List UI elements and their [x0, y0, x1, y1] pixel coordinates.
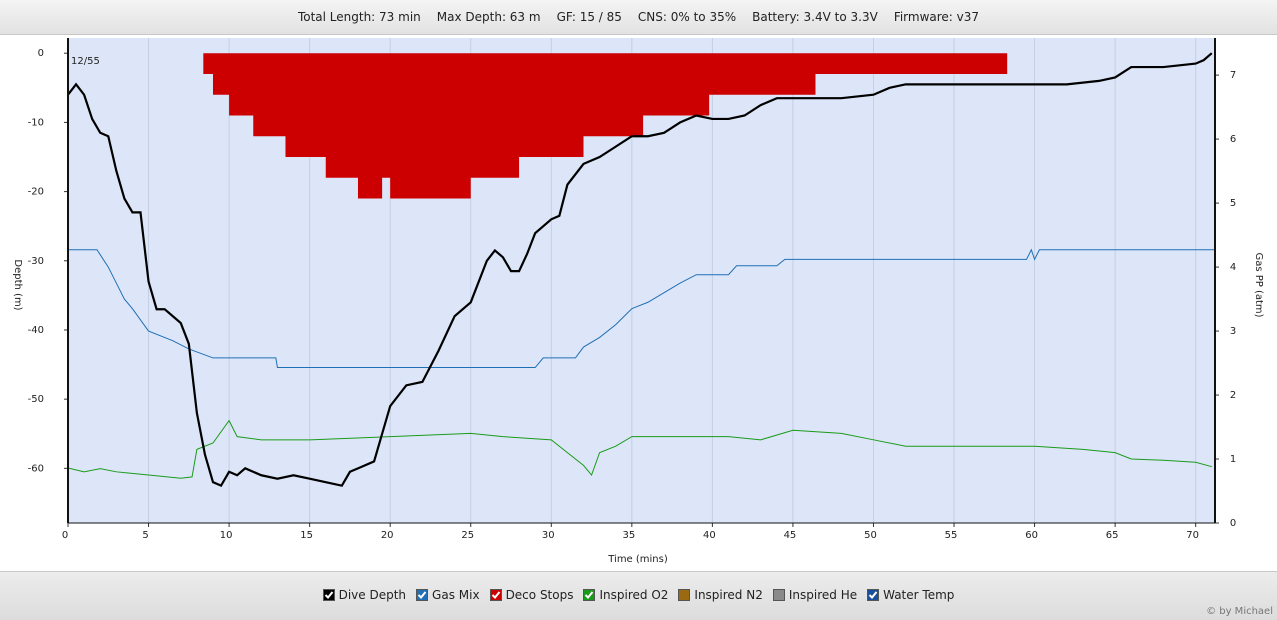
legend-item[interactable]: Dive Depth	[322, 588, 407, 602]
y2-tick-label: 7	[1230, 70, 1236, 81]
y2-tick-label: 0	[1230, 518, 1236, 529]
x-tick-label: 60	[1025, 530, 1038, 541]
legend-item[interactable]: Water Temp	[867, 588, 954, 602]
x-tick-label: 35	[622, 530, 635, 541]
series-line	[67, 419, 1212, 479]
legend-checkbox[interactable]	[489, 589, 502, 601]
legend-label: Dive Depth	[338, 588, 407, 602]
y2-tick-label: 6	[1230, 134, 1236, 145]
y2-tick-label: 3	[1230, 326, 1236, 337]
legend-item[interactable]: Inspired O2	[583, 588, 668, 602]
legend-label: Inspired O2	[599, 588, 669, 602]
header-item: CNS: 0% to 35%	[637, 10, 737, 24]
legend-checkbox[interactable]	[867, 589, 880, 601]
x-tick-label: 45	[784, 530, 797, 541]
legend-checkbox[interactable]	[772, 589, 785, 601]
legend: Dive Depth Gas Mix Deco Stops Inspired O2 In…	[0, 588, 1277, 602]
legend-item[interactable]: Deco Stops	[489, 588, 574, 602]
y-tick-label: -30	[28, 256, 44, 267]
legend-label: Inspired N2	[694, 588, 763, 602]
y2-tick-label: 4	[1230, 262, 1236, 273]
y-tick-label: -20	[28, 187, 44, 198]
y-axis-title: Depth (m)	[12, 259, 23, 310]
x-tick-label: 50	[864, 530, 877, 541]
legend-item[interactable]: Gas Mix	[416, 588, 480, 602]
header-item: Max Depth: 63 m	[436, 10, 541, 24]
y2-tick-label: 5	[1230, 198, 1236, 209]
check-path	[868, 591, 878, 599]
y-tick-label: 0	[38, 48, 44, 59]
header-item: Total Length: 73 min	[297, 10, 421, 24]
legend-label: Gas Mix	[432, 588, 480, 602]
header-bar: Total Length: 73 min Max Depth: 63 m GF: 1…	[0, 0, 1277, 35]
x-tick-label: 40	[703, 530, 716, 541]
header-item: Firmware: v37	[893, 10, 980, 24]
header-item: GF: 15 / 85	[556, 10, 622, 24]
x-tick-label: 25	[461, 530, 474, 541]
check-path	[491, 591, 500, 599]
x-tick-label: 5	[142, 530, 148, 541]
x-tick-label: 20	[381, 530, 394, 541]
deco-area	[203, 53, 1008, 199]
legend-checkbox[interactable]	[678, 589, 691, 601]
x-tick-label: 55	[945, 530, 958, 541]
credit: © by Michael	[1206, 606, 1273, 617]
x-tick-label: 10	[220, 530, 233, 541]
check-path	[324, 591, 333, 599]
legend-checkbox[interactable]	[416, 589, 429, 601]
header-item: Battery: 3.4V to 3.3V	[752, 10, 878, 24]
x-tick-label: 65	[1106, 530, 1119, 541]
y2-tick-label: 1	[1230, 454, 1236, 465]
chart: 0 5 10 15 20 25 30 35 40 45 50 55 60 65 700-10-20-30-4…	[12, 38, 1264, 565]
check-mark	[491, 591, 500, 599]
legend-checkbox[interactable]	[322, 589, 335, 601]
legend-checkbox[interactable]	[583, 589, 596, 601]
legend-item[interactable]: Inspired He	[772, 588, 858, 602]
x-axis-title: Time (mins)	[607, 554, 668, 565]
x-tick-label: 70	[1186, 530, 1199, 541]
y-tick-label: -60	[28, 463, 44, 474]
annotation: 12/55	[71, 56, 100, 67]
check-path	[417, 591, 427, 599]
check-mark	[324, 591, 333, 599]
check-mark	[868, 591, 878, 599]
check-mark	[417, 591, 427, 599]
check-path	[585, 591, 594, 599]
legend-item[interactable]: Inspired N2	[678, 588, 763, 602]
legend-label: Deco Stops	[505, 588, 574, 602]
legend-bar: Dive Depth Gas Mix Deco Stops Inspired O2 In…	[0, 571, 1277, 620]
x-tick-label: 0	[62, 530, 68, 541]
series-line	[67, 52, 1213, 488]
legend-label: Inspired He	[788, 588, 858, 602]
y-tick-label: -50	[28, 394, 44, 405]
y2-tick-label: 2	[1230, 390, 1236, 401]
series-line	[68, 248, 1215, 369]
x-tick-label: 15	[300, 530, 313, 541]
x-tick-label: 30	[542, 530, 555, 541]
y2-axis-title: Gas PP (atm)	[1253, 252, 1264, 317]
legend-label: Water Temp	[883, 588, 955, 602]
y-tick-label: -10	[28, 117, 44, 128]
y-tick-label: -40	[28, 325, 44, 336]
check-mark	[585, 591, 594, 599]
